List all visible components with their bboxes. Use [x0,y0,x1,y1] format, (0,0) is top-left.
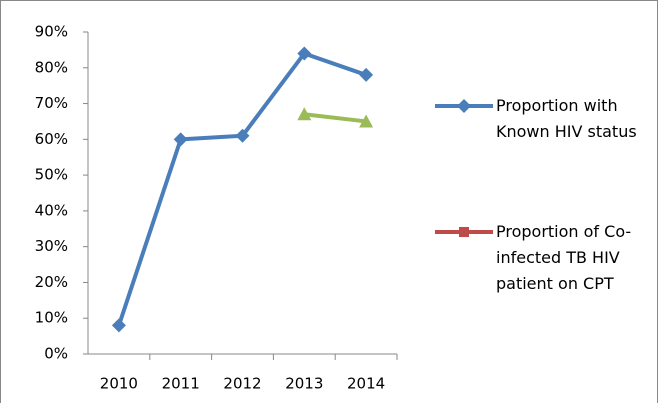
y-tick-label: 10% [35,309,68,327]
x-tick-label: 2010 [100,375,138,393]
y-tick-label: 70% [35,94,68,112]
marker [235,128,250,143]
marker [459,227,469,237]
y-tick-label: 20% [35,273,68,291]
y-tick-label: 30% [35,237,68,255]
y-tick-label: 80% [35,58,68,76]
y-tick-label: 60% [35,130,68,148]
marker [111,318,126,333]
legend-label: Proportion with Known HIV status [496,96,637,141]
marker [457,99,471,113]
marker [359,67,374,82]
marker [173,132,188,147]
legend-label: Proportion of Co-infected TB HIV patient… [496,222,632,293]
marker [359,114,374,128]
y-tick-label: 90% [35,23,68,41]
series-line [304,112,367,124]
series-line [117,51,367,327]
marker [297,46,312,61]
y-tick-label: 50% [35,166,68,184]
x-tick-label: 2011 [162,375,200,393]
x-tick-label: 2013 [285,375,323,393]
x-tick-label: 2012 [223,375,261,393]
x-tick-label: 2014 [347,375,385,393]
marker [297,107,312,121]
y-tick-label: 0% [44,345,68,363]
y-tick-label: 40% [35,201,68,219]
